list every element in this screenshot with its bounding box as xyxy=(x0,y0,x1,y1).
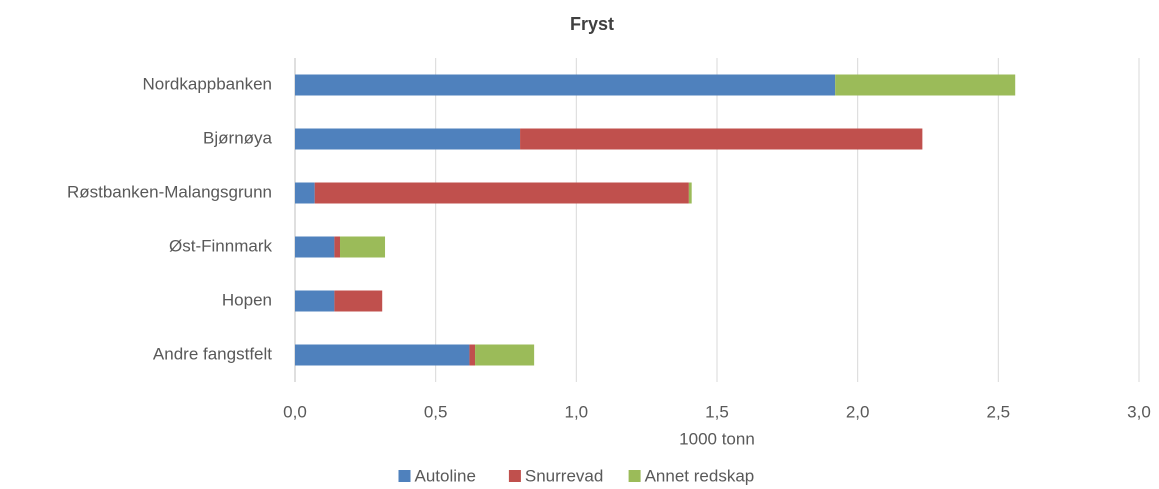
legend-label: Annet redskap xyxy=(645,466,755,485)
y-tick-label: Røstbanken-Malangsgrunn xyxy=(67,182,272,201)
bar-segment xyxy=(295,290,335,312)
x-tick-label: 2,0 xyxy=(846,402,870,421)
bar-segment xyxy=(334,236,341,258)
bar-segment xyxy=(334,290,383,312)
bar-segment xyxy=(295,344,470,366)
y-tick-label: Øst-Finnmark xyxy=(169,236,272,255)
x-tick-label: 1,5 xyxy=(705,402,729,421)
bar-segment xyxy=(520,128,923,150)
x-tick-label: 1,0 xyxy=(565,402,589,421)
chart-title: Fryst xyxy=(570,14,614,34)
x-tick-label: 0,0 xyxy=(283,402,307,421)
bar-segment xyxy=(340,236,386,258)
legend-label: Snurrevad xyxy=(525,466,603,485)
bar-segment xyxy=(295,128,521,150)
bar-segment xyxy=(295,74,836,96)
x-tick-label: 3,0 xyxy=(1127,402,1151,421)
y-tick-label: Hopen xyxy=(222,290,272,309)
bar-segment xyxy=(295,236,335,258)
bar-segment xyxy=(835,74,1016,96)
bar-segment xyxy=(688,182,692,204)
legend-swatch xyxy=(398,470,411,482)
y-tick-label: Bjørnøya xyxy=(203,128,273,147)
x-tick-label: 0,5 xyxy=(424,402,448,421)
bar-segment xyxy=(469,344,476,366)
legend-swatch xyxy=(628,470,641,482)
bar-segment xyxy=(295,182,315,204)
y-tick-label: Andre fangstfelt xyxy=(153,344,272,363)
y-tick-label: Nordkappbanken xyxy=(143,74,272,93)
x-axis-label: 1000 tonn xyxy=(679,429,755,448)
legend-swatch xyxy=(508,470,521,482)
legend-label: Autoline xyxy=(415,466,476,485)
bar-segment xyxy=(475,344,535,366)
x-tick-label: 2,5 xyxy=(987,402,1011,421)
bar-segment xyxy=(314,182,689,204)
